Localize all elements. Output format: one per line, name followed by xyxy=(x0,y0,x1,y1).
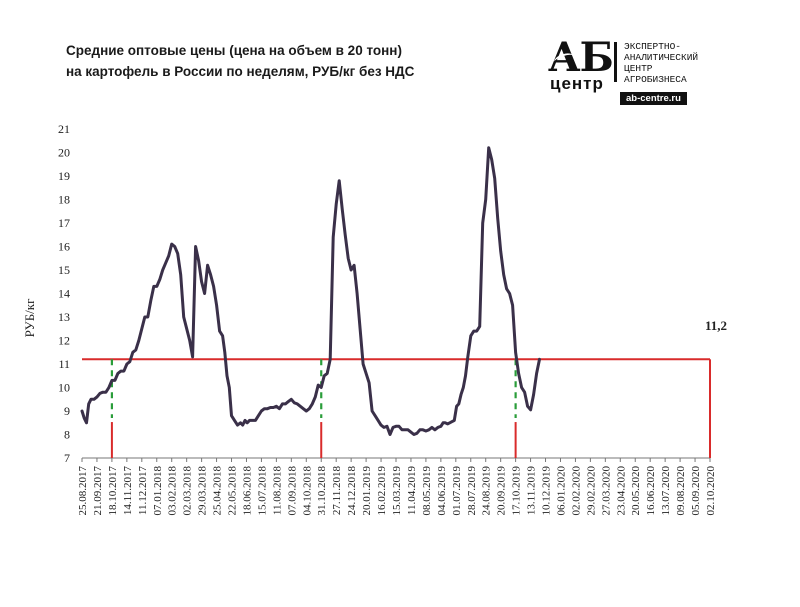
x-tick-label: 15.07.2018 xyxy=(256,466,268,516)
x-tick-label: 09.08.2020 xyxy=(675,466,687,516)
y-axis-ticks: 7 8 9 10 11 12 13 14 15 16 17 18 19 20 21 xyxy=(58,122,70,465)
x-tick-label: 27.11.2018 xyxy=(331,466,343,516)
x-tick-label: 01.07.2019 xyxy=(451,466,463,516)
logo-org-line: ЭКСПЕРТНО- xyxy=(624,41,682,52)
y-tick-label: 8 xyxy=(64,428,70,442)
x-tick-label: 18.10.2017 xyxy=(107,466,119,516)
x-tick-label: 25.04.2018 xyxy=(212,466,224,516)
x-tick-label: 05.09.2020 xyxy=(690,466,702,516)
threshold-label: 11,2 xyxy=(705,318,727,333)
x-tick-label: 25.08.2017 xyxy=(77,466,89,516)
series-line xyxy=(80,146,541,436)
y-tick-label: 7 xyxy=(64,451,70,465)
x-tick-label: 02.03.2018 xyxy=(182,466,194,516)
x-tick-label: 24.08.2019 xyxy=(481,466,493,516)
x-tick-label: 29.02.2020 xyxy=(585,466,597,516)
x-tick-label: 20.05.2020 xyxy=(630,466,642,516)
x-tick-label: 15.03.2019 xyxy=(391,466,403,516)
y-tick-label: 18 xyxy=(58,193,70,207)
x-tick-label: 28.07.2019 xyxy=(466,466,478,516)
x-tick-label: 22.05.2018 xyxy=(227,466,239,516)
x-tick-label: 11.08.2018 xyxy=(271,466,283,516)
x-tick-label: 08.05.2019 xyxy=(421,466,433,516)
logo-org-line: АНАЛИТИЧЕСКИЙ xyxy=(624,52,699,63)
logo-divider xyxy=(614,42,617,82)
x-tick-label: 18.06.2018 xyxy=(241,466,253,516)
chart-title-line2: на картофель в России по неделям, РУБ/кг… xyxy=(66,64,415,79)
y-tick-label: 20 xyxy=(58,146,70,160)
x-axis-ticks: 25.08.2017 21.09.2017 18.10.2017 14.11.2017… xyxy=(77,458,717,516)
y-tick-label: 16 xyxy=(58,240,70,254)
x-tick-label: 04.06.2019 xyxy=(436,466,448,516)
x-tick-label: 13.07.2020 xyxy=(660,466,672,516)
x-tick-label: 03.02.2018 xyxy=(167,466,179,516)
x-tick-label: 02.02.2020 xyxy=(570,466,582,516)
x-tick-label: 20.01.2019 xyxy=(361,466,373,516)
logo-org-name: ЭКСПЕРТНО- АНАЛИТИЧЕСКИЙ ЦЕНТР АГРОБИЗНЕ… xyxy=(624,41,698,85)
x-tick-label: 16.02.2019 xyxy=(376,466,388,516)
x-tick-label: 07.01.2018 xyxy=(152,466,164,516)
x-tick-label: 29.03.2018 xyxy=(197,466,209,516)
x-tick-label: 16.06.2020 xyxy=(645,466,657,516)
x-tick-label: 07.09.2018 xyxy=(286,466,298,516)
y-tick-label: 11 xyxy=(58,357,70,371)
series-group xyxy=(80,146,541,436)
x-tick-label: 06.01.2020 xyxy=(555,466,567,516)
y-tick-label: 15 xyxy=(58,263,70,277)
logo-site: ab-centre.ru xyxy=(620,92,687,105)
ab-centre-logo: АБ центр ЭКСПЕРТНО- АНАЛИТИЧЕСКИЙ ЦЕНТР … xyxy=(548,38,748,108)
x-tick-label: 20.09.2019 xyxy=(496,466,508,516)
y-tick-label: 10 xyxy=(58,381,70,395)
x-tick-label: 24.12.2018 xyxy=(346,466,358,516)
x-tick-label: 11.04.2019 xyxy=(406,466,418,516)
x-tick-label: 27.03.2020 xyxy=(600,466,612,516)
x-tick-label: 13.11.2019 xyxy=(526,466,538,516)
x-tick-label: 21.09.2017 xyxy=(92,466,104,516)
y-tick-label: 14 xyxy=(58,287,70,301)
y-tick-label: 21 xyxy=(58,122,70,136)
y-tick-label: 19 xyxy=(58,169,70,183)
x-tick-label: 02.10.2020 xyxy=(705,466,717,516)
y-tick-label: 13 xyxy=(58,310,70,324)
y-axis-label: РУБ/кг xyxy=(22,299,37,338)
guide-lines xyxy=(82,358,711,458)
chart-title: Средние оптовые цены (цена на объем в 20… xyxy=(66,40,516,82)
logo-org-line: АГРОБИЗНЕСА xyxy=(624,74,687,85)
x-tick-label: 04.10.2018 xyxy=(301,466,313,516)
logo-mark-sub: центр xyxy=(550,74,604,93)
y-tick-label: 17 xyxy=(58,216,70,230)
chart-title-line1: Средние оптовые цены (цена на объем в 20… xyxy=(66,43,402,58)
y-tick-label: 12 xyxy=(58,334,70,348)
logo-mark: АБ xyxy=(548,34,614,81)
y-tick-label: 9 xyxy=(64,404,70,418)
x-tick-label: 14.11.2017 xyxy=(122,466,134,516)
x-tick-label: 23.04.2020 xyxy=(615,466,627,516)
x-tick-label: 17.10.2019 xyxy=(511,466,523,516)
x-tick-label: 10.12.2019 xyxy=(541,466,553,516)
x-tick-label: 31.10.2018 xyxy=(316,466,328,516)
x-tick-label: 11.12.2017 xyxy=(137,466,149,516)
logo-org-line: ЦЕНТР xyxy=(624,63,653,74)
